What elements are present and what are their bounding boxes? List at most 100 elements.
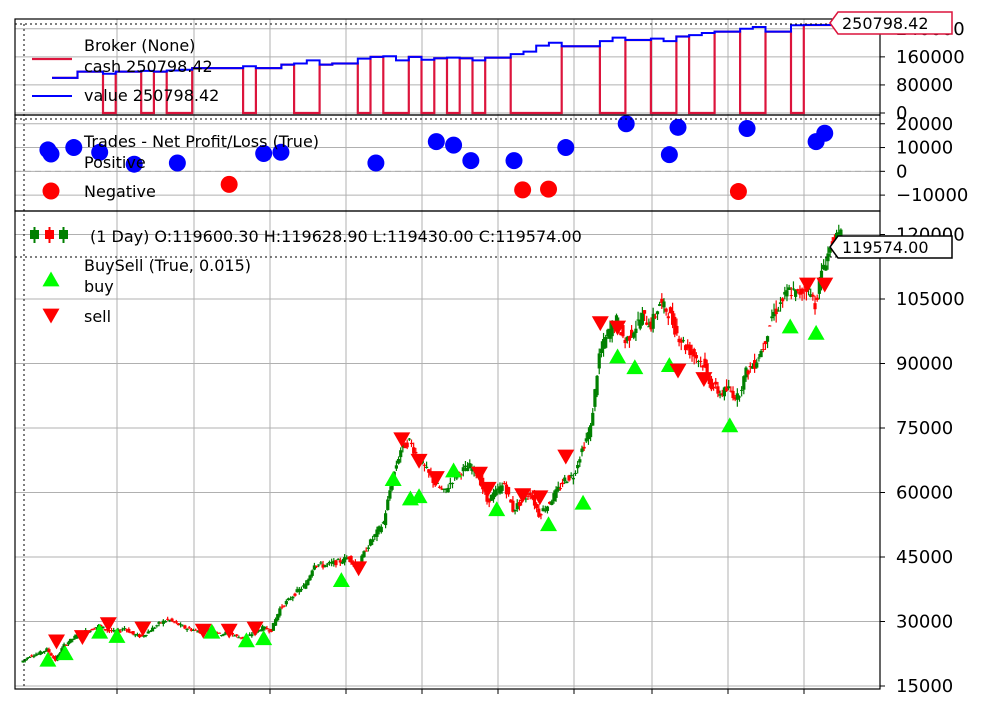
candle-body (295, 589, 299, 593)
candle-body (239, 637, 243, 639)
broker-y-tick-label: 160000 (896, 47, 965, 68)
candle-body (772, 311, 776, 317)
candle-body (649, 321, 653, 330)
buy-marker (56, 645, 74, 661)
sell-marker (194, 623, 212, 639)
sell-marker (798, 277, 816, 293)
candle-body (45, 648, 49, 652)
candle-body (34, 654, 38, 656)
trade-positive-marker (91, 143, 109, 161)
candle-body (181, 625, 185, 627)
broker-value-line (52, 24, 842, 79)
candle-body (157, 622, 161, 624)
candle-body (507, 487, 511, 495)
candle-body (576, 464, 580, 469)
candle-body (765, 336, 770, 342)
broker-last-value-flag-text: 250798.42 (842, 14, 929, 33)
buy-marker (574, 494, 592, 510)
candle-body (444, 488, 448, 490)
candle-body (826, 253, 830, 262)
candle-body (757, 357, 761, 359)
candle-body (664, 308, 668, 312)
candle-body (604, 337, 608, 348)
candle-body (608, 328, 612, 339)
trade-positive-marker (660, 146, 678, 164)
candle-body (185, 629, 189, 631)
candle-body (696, 361, 701, 363)
candle-body (278, 608, 282, 616)
candle-body (196, 631, 200, 633)
candle-body (163, 620, 168, 623)
candle-body (32, 656, 36, 658)
candle-body (589, 425, 593, 438)
buy-marker (255, 630, 273, 646)
candle-body (707, 375, 711, 384)
trade-negative-marker (540, 180, 558, 198)
candle-body (552, 493, 556, 502)
candle-body (746, 370, 750, 375)
candle-body (237, 637, 241, 639)
candle-body (703, 358, 707, 367)
sell-marker (695, 372, 713, 388)
trade-positive-marker (617, 115, 635, 133)
candle-body (835, 232, 839, 239)
candle-body (822, 264, 826, 270)
candle-body (222, 633, 226, 636)
candle-body (489, 494, 493, 501)
candle-body (40, 652, 45, 654)
candle-body (323, 565, 327, 567)
candle-body (396, 459, 401, 464)
candle-body (293, 593, 297, 596)
candle-body (571, 477, 575, 480)
candle-body (427, 469, 431, 473)
candle-body (220, 635, 224, 637)
candle-body (150, 627, 155, 632)
candle-body (567, 475, 571, 481)
candle-body (258, 630, 263, 632)
candle-body (388, 490, 392, 499)
buy-marker (332, 572, 350, 588)
candle-body (241, 636, 245, 639)
candle-body (809, 294, 813, 297)
value-legend-label: value 250798.42 (84, 86, 219, 105)
candle-body (763, 341, 767, 345)
candle-body (634, 328, 638, 334)
candle-body (655, 311, 660, 315)
candle-body (455, 477, 459, 479)
candle-body (509, 499, 513, 503)
candle-body (651, 313, 655, 329)
candle-body (338, 560, 342, 563)
candle-body (90, 629, 94, 631)
candle-body (340, 561, 345, 564)
trade-positive-marker (125, 155, 143, 173)
sell-marker (479, 481, 497, 497)
candle-body (556, 486, 560, 491)
candle-body (625, 336, 629, 341)
trades-y-tick-label: 0 (896, 161, 907, 182)
candle-body (179, 624, 183, 626)
candle-body (269, 628, 273, 632)
candle-body (144, 634, 148, 636)
negative-legend-label: Negative (84, 182, 156, 201)
trade-positive-marker (669, 118, 687, 136)
candle-body (586, 432, 591, 440)
price-y-tick-label: 15000 (896, 676, 953, 697)
candle-body (716, 386, 720, 394)
sell-marker (48, 634, 66, 650)
candle-body (535, 503, 539, 509)
candle-body (291, 596, 295, 599)
candle-body (666, 316, 670, 319)
candle-body (384, 513, 388, 526)
candle-body (286, 598, 291, 601)
candle-body (232, 635, 237, 637)
candle-body (371, 539, 375, 542)
sell-legend-swatch (42, 308, 60, 324)
candle-body (500, 485, 504, 491)
candle-body (828, 247, 832, 253)
candle-body (470, 468, 474, 471)
candle-body (308, 575, 312, 581)
candle-body (578, 459, 582, 463)
candle-body (148, 631, 152, 633)
